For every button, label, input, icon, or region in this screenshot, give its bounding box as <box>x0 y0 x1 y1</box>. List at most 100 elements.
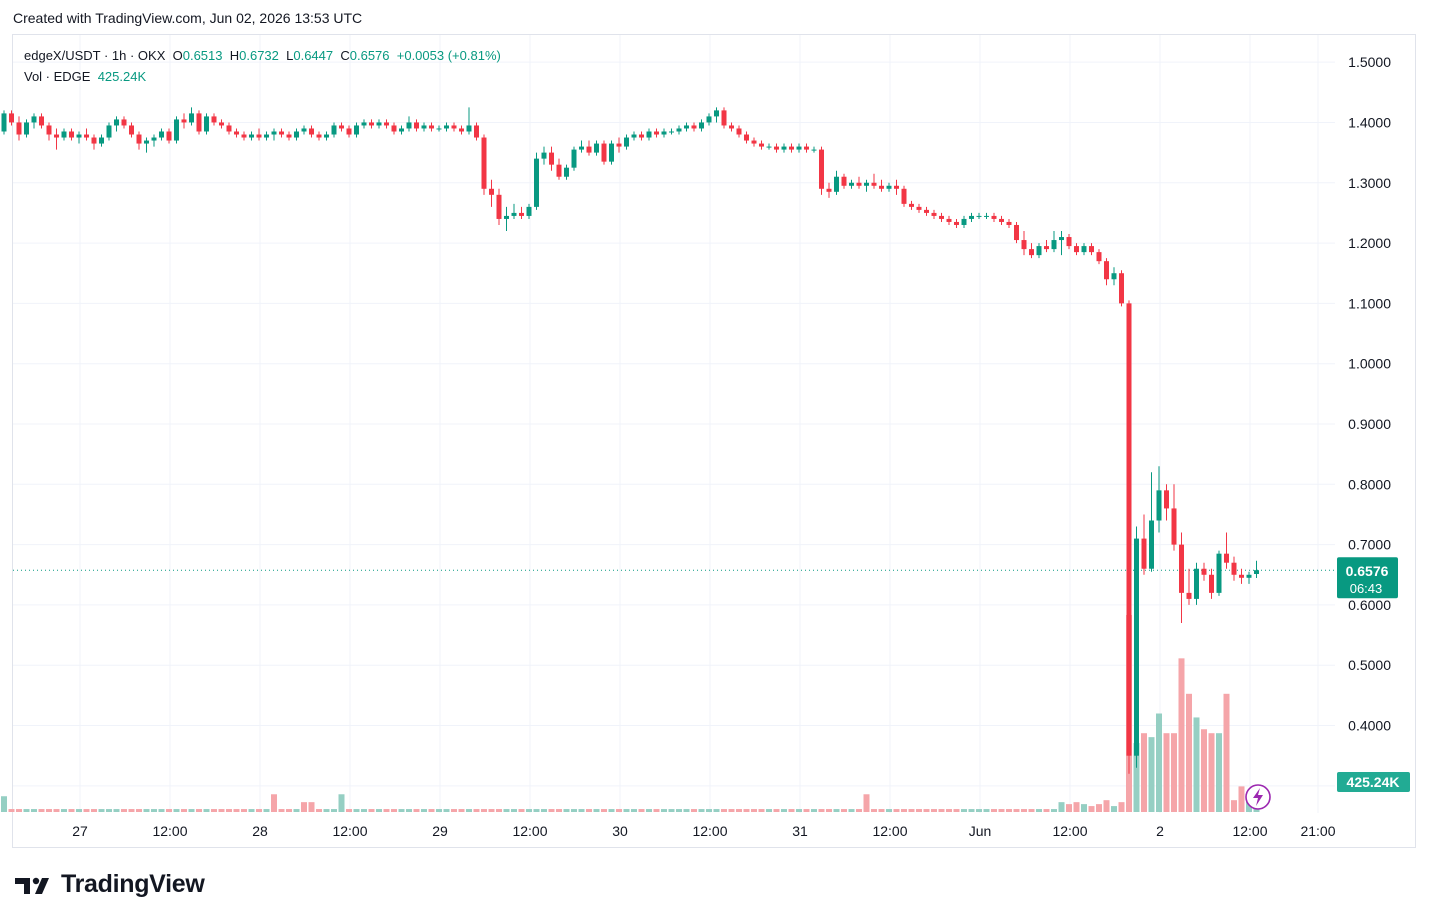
candle-body <box>624 137 629 147</box>
candle-body <box>1141 538 1147 569</box>
candle-body <box>1036 246 1042 256</box>
volume-bar <box>998 809 1005 812</box>
candle-body <box>631 134 637 138</box>
volume-bar <box>1103 800 1110 812</box>
volume-bar <box>293 809 300 812</box>
volume-bar <box>751 809 757 812</box>
candle-body <box>691 125 697 129</box>
open-label: O <box>172 48 183 63</box>
volume-bar <box>331 809 337 812</box>
volume-bar <box>481 809 487 812</box>
candle-body <box>91 137 97 144</box>
candle-body <box>294 131 299 138</box>
candle-body <box>594 143 599 153</box>
candle-body <box>1134 538 1139 756</box>
volume-bar <box>421 809 427 812</box>
candle-body <box>1216 553 1222 593</box>
candle-body <box>301 128 307 132</box>
volume-bar <box>653 809 660 812</box>
candle-body <box>729 125 734 129</box>
price-axis-label: 0.5000 <box>1348 657 1391 673</box>
candle-body <box>16 122 22 135</box>
volume-bar <box>893 809 900 812</box>
candle-body <box>106 125 112 138</box>
candle-body <box>331 125 337 135</box>
candle-body <box>916 206 922 210</box>
volume-bar <box>766 809 772 812</box>
volume-bar <box>128 809 135 812</box>
candle-body <box>534 158 539 207</box>
change-value: +0.0053 (+0.81%) <box>396 48 501 63</box>
candle-body <box>1239 574 1244 578</box>
volume-bar <box>646 809 652 812</box>
price-axis-label: 0.4000 <box>1348 718 1391 734</box>
volume-bar <box>436 809 442 812</box>
volume-bar <box>353 809 360 812</box>
volume-bar <box>518 809 525 812</box>
candle-body <box>1059 237 1064 241</box>
candle-body <box>1179 544 1184 593</box>
volume-bar <box>691 809 697 812</box>
candle-body <box>826 188 832 192</box>
candle-body <box>1171 508 1177 545</box>
low-label: L <box>286 48 294 63</box>
candle-body <box>286 134 292 138</box>
volume-bar <box>683 809 690 812</box>
candle-body <box>684 125 689 129</box>
volume-bar <box>443 809 450 812</box>
volume-bar <box>803 809 810 812</box>
volume-bar <box>1156 713 1162 812</box>
candle-body <box>1044 246 1049 250</box>
candle-body <box>886 185 892 189</box>
volume-badge <box>1337 772 1410 792</box>
candle-body <box>1231 562 1237 575</box>
tradingview-logo[interactable]: TradingView <box>15 870 205 899</box>
candle-body <box>954 221 959 225</box>
time-axis-label: 27 <box>72 823 88 839</box>
volume-bar <box>398 809 405 812</box>
volume-label[interactable]: Vol · EDGE <box>24 69 91 84</box>
volume-bar <box>916 809 922 812</box>
volume-bar <box>871 809 877 812</box>
candle-body <box>114 119 119 126</box>
volume-bar <box>31 809 37 812</box>
volume-bar <box>1118 802 1125 812</box>
volume-bar <box>151 809 157 812</box>
candle-body <box>1119 273 1124 304</box>
volume-bar <box>668 809 675 812</box>
volume-bar <box>818 809 825 812</box>
volume-value: 425.24K <box>97 69 147 84</box>
volume-bar <box>796 809 802 812</box>
candle-body <box>781 146 787 150</box>
volume-bar <box>631 809 637 812</box>
volume-bar <box>863 794 870 812</box>
candle-body <box>931 212 937 216</box>
volume-bar <box>1238 786 1245 812</box>
volume-bar <box>271 794 277 812</box>
volume-bar <box>451 809 457 812</box>
volume-bar <box>143 809 150 812</box>
volume-bar <box>226 809 232 812</box>
volume-bar <box>1231 800 1237 812</box>
candle-body <box>1126 303 1132 756</box>
last-price-badge <box>1337 557 1398 599</box>
candle-body <box>616 143 622 147</box>
candle-body <box>1029 249 1034 256</box>
candle-body <box>804 146 809 150</box>
volume-bar <box>1216 733 1222 812</box>
price-axis-label: 1.0000 <box>1348 356 1391 372</box>
candle-body <box>234 131 239 135</box>
symbol-label[interactable]: edgeX/USDT · 1h · OKX <box>24 48 166 63</box>
low-value: 0.6447 <box>293 48 334 63</box>
time-axis-label: 29 <box>432 823 448 839</box>
candle-body <box>894 185 899 189</box>
candle-body <box>909 203 914 207</box>
volume-bar <box>473 809 480 812</box>
candle-body <box>519 212 524 216</box>
candle-body <box>1209 574 1214 593</box>
volume-bar <box>976 809 982 812</box>
candle-body <box>256 134 262 138</box>
candle-body <box>174 119 179 141</box>
candle-body <box>706 116 712 123</box>
